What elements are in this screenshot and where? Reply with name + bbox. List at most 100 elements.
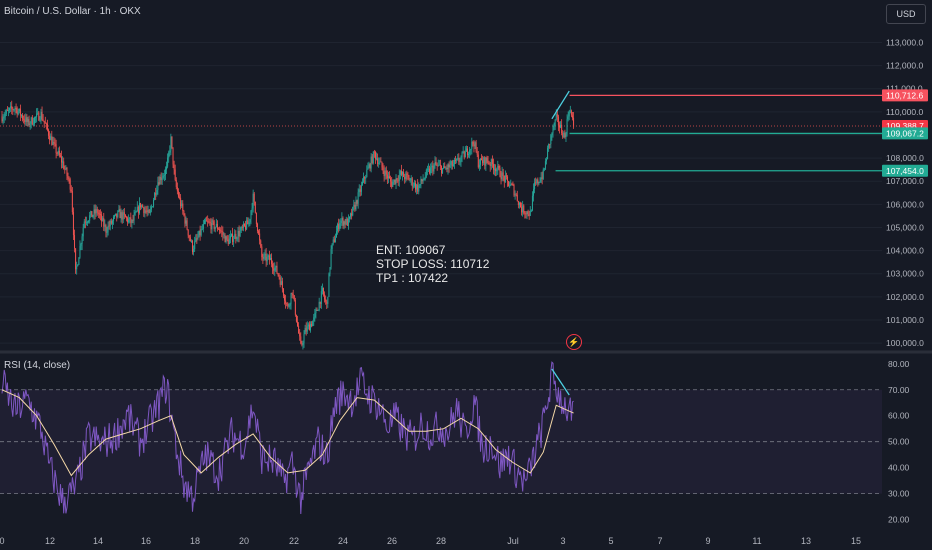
candle-body (310, 324, 312, 331)
candle-body (339, 222, 341, 229)
candle-body (187, 229, 189, 236)
candle-body (33, 117, 35, 124)
candle-body (527, 211, 529, 215)
candle-body (459, 161, 461, 163)
candle-body (198, 230, 200, 237)
candle-body (211, 220, 213, 230)
candle-body (26, 117, 28, 122)
price-tick-label: 108,000.0 (886, 153, 924, 163)
candle-body (147, 209, 149, 212)
candle-body (265, 253, 267, 262)
candle-body (567, 116, 569, 120)
candle-body (68, 178, 70, 180)
candle-body (196, 238, 198, 240)
candle-body (281, 281, 283, 289)
candle-body (62, 161, 64, 163)
entry-price-tag-label: 109,067.2 (886, 129, 924, 139)
candle-body (558, 125, 560, 128)
candle-body (254, 201, 256, 213)
candle-body (442, 168, 444, 174)
candle-body (313, 317, 315, 322)
candle-body (541, 177, 543, 179)
candle-body (80, 244, 82, 247)
candle-body (224, 234, 226, 243)
candle-body (162, 175, 164, 178)
candle-body (5, 110, 7, 114)
candle-body (155, 192, 157, 195)
candle-body (366, 169, 368, 178)
candle-body (360, 184, 362, 192)
candle-body (35, 117, 37, 118)
candle-body (61, 156, 63, 163)
candle-body (499, 167, 501, 177)
candle-body (1, 116, 3, 122)
candle-body (468, 153, 470, 156)
candle-body (327, 296, 329, 304)
candle-body (200, 229, 202, 236)
candle-body (138, 203, 140, 214)
candle-body (525, 213, 527, 215)
candle-body (365, 177, 367, 179)
entry-price-tag (882, 127, 928, 140)
rsi-tick-label: 20.00 (888, 515, 910, 525)
candle-body (568, 111, 570, 117)
candle-body (549, 143, 551, 145)
currency-button[interactable]: USD (886, 4, 926, 24)
candle-body (416, 184, 418, 190)
candle-body (286, 303, 288, 305)
candle-body (518, 202, 520, 205)
candle-body (3, 116, 5, 119)
candle-body (332, 239, 334, 244)
rsi-tick-label: 40.00 (888, 463, 910, 473)
candle-body (379, 161, 381, 163)
candle-body (344, 221, 346, 225)
candle-body (430, 167, 432, 174)
candle-body (215, 223, 217, 227)
candle-body (256, 223, 258, 232)
candle-body (393, 179, 395, 183)
candle-body (381, 161, 383, 168)
candle-body (472, 141, 474, 145)
candle-body (154, 192, 156, 200)
candle-body (66, 167, 68, 176)
candle-body (136, 206, 138, 212)
candle-body (485, 157, 487, 166)
candle-body (350, 213, 352, 217)
lightning-icon[interactable]: ⚡ (566, 334, 582, 350)
current-price-tag-label: 109,388.7 (886, 121, 924, 131)
candle-body (229, 235, 231, 239)
candle-body (129, 217, 131, 220)
candle-body (513, 185, 515, 196)
candle-body (300, 336, 302, 344)
rsi-tick-label: 70.00 (888, 385, 910, 395)
price-tick-label: 105,000.0 (886, 222, 924, 232)
candle-body (243, 223, 245, 226)
candle-body (4, 113, 6, 117)
candle-body (169, 150, 171, 153)
candle-body (533, 189, 535, 196)
candle-body (566, 119, 568, 135)
price-axis: 100,000.0 101,000.0 102,000.0 103,000.0 104,… (886, 37, 924, 348)
candle-body (455, 160, 457, 161)
candle-body (57, 150, 59, 154)
candle-body (544, 161, 546, 169)
candle-body (494, 168, 496, 170)
candle-body (179, 196, 181, 198)
candle-body (203, 220, 205, 225)
candle-body (205, 220, 207, 222)
candle-body (361, 181, 363, 185)
candle-body (180, 197, 182, 207)
candle-body (515, 194, 517, 196)
candle-body (214, 226, 216, 229)
candle-body (182, 203, 184, 211)
candle-body (496, 169, 498, 172)
candle-body (564, 132, 566, 138)
candle-body (482, 160, 484, 164)
candle-body (561, 124, 563, 134)
candle-body (352, 206, 354, 216)
candle-body (210, 223, 212, 230)
candle-body (548, 143, 550, 149)
candle-body (29, 123, 31, 126)
candle-body (159, 176, 161, 185)
